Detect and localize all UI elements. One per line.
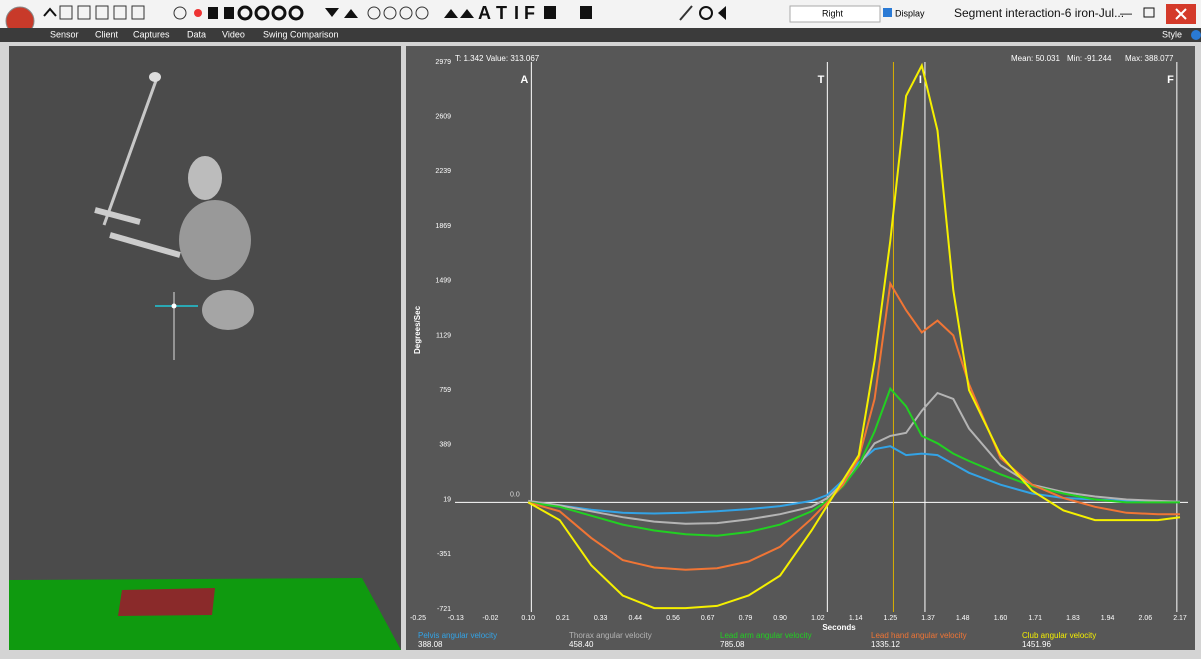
y-tick-label: 2239	[435, 168, 451, 175]
event-marker-label: F	[1167, 74, 1174, 86]
legend-value: 1451.96	[1022, 640, 1051, 649]
y-tick-label: 19	[443, 496, 451, 503]
style-menu[interactable]: Style	[1162, 29, 1182, 39]
app-window: A T I F Right Display Segment interactio…	[0, 0, 1201, 654]
zero-label: 0.0	[510, 491, 520, 498]
x-tick-label: 2.06	[1139, 615, 1153, 622]
legend-name: Thorax angular velocity	[569, 631, 652, 640]
legend-value: 388.08	[418, 640, 443, 649]
display-label: Display	[895, 8, 925, 18]
y-tick-label: 759	[439, 387, 451, 394]
side-select-value: Right	[822, 8, 844, 18]
svg-text:T: T	[496, 3, 507, 23]
x-tick-label: -0.13	[448, 615, 464, 622]
x-tick-label: 0.44	[628, 615, 642, 622]
chart-panel	[406, 46, 1195, 650]
x-tick-label: 1.25	[884, 615, 898, 622]
menu-item[interactable]: Swing Comparison	[263, 29, 339, 39]
x-tick-label: 0.67	[701, 615, 715, 622]
window-title: Segment interaction-6 iron-Jul...	[954, 6, 1124, 20]
svg-text:I: I	[514, 3, 519, 23]
x-tick-label: 1.83	[1066, 615, 1080, 622]
event-marker-label: T	[818, 74, 825, 86]
menu-bar	[0, 28, 1201, 42]
y-tick-label: -721	[437, 606, 451, 613]
x-tick-label: 1.71	[1028, 615, 1042, 622]
legend-value: 1335.12	[871, 640, 900, 649]
viewport-3d	[9, 46, 401, 650]
display-checkbox[interactable]	[883, 8, 892, 17]
x-tick-label: -0.02	[482, 615, 498, 622]
stat-max: Max: 388.077	[1125, 54, 1174, 63]
minimize-button[interactable]: —	[1120, 6, 1132, 20]
legend-name: Lead arm angular velocity	[720, 631, 812, 640]
x-axis-label: Seconds	[822, 623, 856, 632]
menu-item[interactable]: Video	[222, 29, 245, 39]
mat	[118, 588, 215, 616]
x-tick-label: 1.37	[921, 615, 935, 622]
menu-item[interactable]: Captures	[133, 29, 170, 39]
legend-name: Pelvis angular velocity	[418, 631, 497, 640]
readout-time: T: 1.342	[455, 54, 484, 63]
x-tick-label: 1.48	[956, 615, 970, 622]
x-tick-label: 1.94	[1101, 615, 1115, 622]
x-tick-label: 0.79	[739, 615, 753, 622]
svg-text:A: A	[478, 3, 491, 23]
y-tick-label: 389	[439, 442, 451, 449]
x-tick-label: 0.10	[521, 615, 535, 622]
help-icon[interactable]	[1191, 30, 1201, 40]
legend-name: Club angular velocity	[1022, 631, 1096, 640]
x-tick-label: 1.60	[994, 615, 1008, 622]
x-tick-label: 0.21	[556, 615, 570, 622]
readout-value: Value: 313.067	[486, 54, 540, 63]
x-tick-label: 0.56	[666, 615, 680, 622]
stat-min: Min: -91.244	[1067, 54, 1112, 63]
event-marker-label: I	[919, 74, 922, 86]
y-tick-label: 1129	[436, 332, 451, 339]
legend-value: 785.08	[720, 640, 745, 649]
legend-value: 458.40	[569, 640, 594, 649]
y-tick-label: 1499	[435, 278, 451, 285]
x-tick-label: -0.25	[410, 615, 426, 622]
x-tick-label: 0.33	[594, 615, 608, 622]
y-tick-label: 2609	[435, 114, 451, 121]
stat-mean: Mean: 50.031	[1011, 54, 1060, 63]
y-tick-label: 2979	[435, 59, 451, 66]
svg-text:F: F	[524, 3, 535, 23]
menu-item[interactable]: Client	[95, 29, 119, 39]
y-tick-label: -351	[437, 551, 451, 558]
y-tick-label: 1869	[435, 223, 451, 230]
x-tick-label: 1.02	[811, 615, 825, 622]
menu-item[interactable]: Sensor	[50, 29, 79, 39]
legend-name: Lead hand angular velocity	[871, 631, 967, 640]
menu-item[interactable]: Data	[187, 29, 206, 39]
x-tick-label: 2.17	[1173, 615, 1187, 622]
x-tick-label: 1.14	[849, 615, 863, 622]
y-axis-label: Degrees/Sec	[413, 305, 422, 354]
x-tick-label: 0.90	[773, 615, 787, 622]
event-marker-label: A	[520, 74, 528, 86]
